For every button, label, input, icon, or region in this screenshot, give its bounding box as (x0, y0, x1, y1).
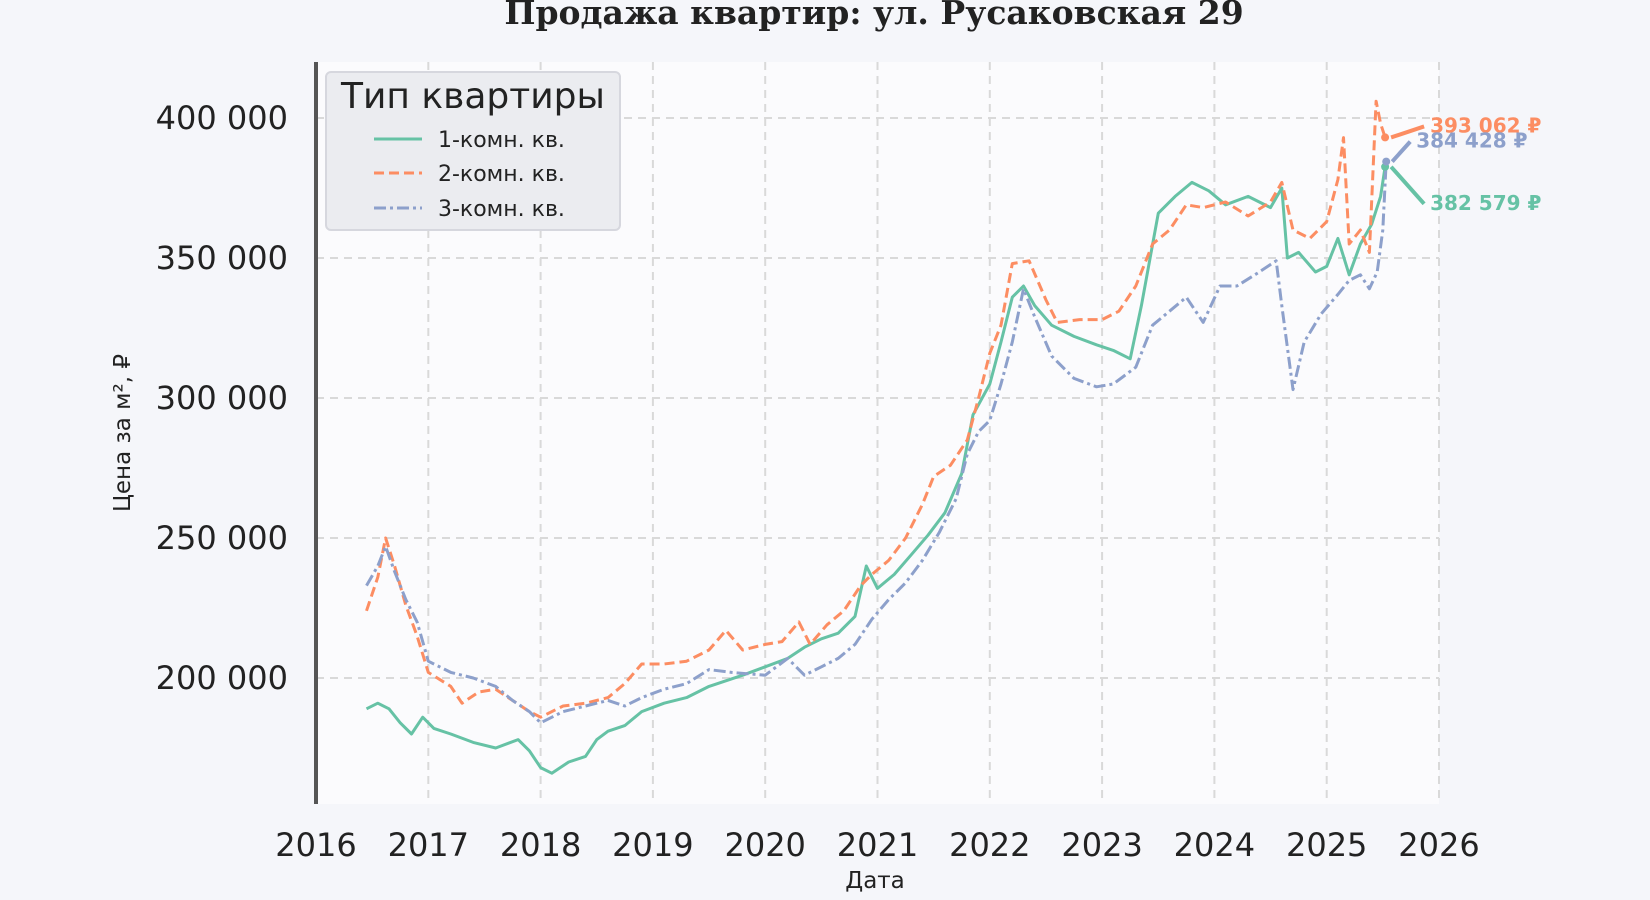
legend-item-label: 2-комн. кв. (438, 162, 565, 187)
ticks: 2016 2017 2018 2019 2020 2021 2022 2023 2024 2025… (156, 99, 1480, 864)
legend: Тип квартиры 1-комн. кв. 2-комн. кв. 3-к… (325, 71, 621, 231)
x-tick-label: 2024 (1174, 826, 1255, 864)
series-group (365, 99, 1388, 775)
end-label-arrow (1390, 140, 1412, 163)
legend-frame (325, 71, 621, 231)
x-tick-label: 2023 (1061, 826, 1142, 864)
chart-title: Продажа квартир: ул. Русаковская 29 (504, 0, 1243, 32)
x-axis-label: Дата (845, 868, 905, 894)
x-tick-label: 2020 (724, 826, 805, 864)
legend-title: Тип квартиры (340, 76, 605, 117)
x-tick-label: 2019 (612, 826, 693, 864)
y-tick-label: 200 000 (156, 659, 288, 697)
end-value-label: 382 579 ₽ (1430, 191, 1541, 215)
end-label-arrow (1390, 124, 1425, 140)
end-label-arrow (1389, 165, 1426, 206)
x-tick-label: 2021 (837, 826, 918, 864)
x-tick-label: 2022 (949, 826, 1030, 864)
legend-item: 1-комн. кв. (374, 128, 565, 153)
x-tick-label: 2016 (275, 826, 356, 864)
legend-item: 3-комн. кв. (374, 197, 565, 222)
y-tick-label: 250 000 (156, 519, 288, 557)
end-point-marker (1381, 133, 1390, 142)
end-labels: 382 579 ₽ 393 062 ₽384 428 ₽ (1381, 113, 1542, 215)
y-tick-label: 400 000 (156, 99, 288, 137)
legend-item-label: 3-комн. кв. (438, 197, 565, 222)
end-value-label: 384 428 ₽ (1416, 129, 1527, 153)
y-axis-label: Цена за м², ₽ (110, 354, 136, 512)
y-tick-label: 350 000 (156, 239, 288, 277)
end-value-label: 393 062 ₽ (1430, 113, 1541, 137)
x-tick-label: 2018 (500, 826, 581, 864)
series-line (365, 166, 1387, 775)
x-tick-label: 2026 (1398, 826, 1479, 864)
legend-item-label: 1-комн. кв. (438, 128, 565, 153)
x-tick-label: 2025 (1286, 826, 1367, 864)
x-tick-label: 2017 (388, 826, 469, 864)
end-point-marker (1382, 157, 1391, 166)
y-tick-label: 300 000 (156, 379, 288, 417)
legend-item: 2-комн. кв. (374, 162, 565, 187)
series-line (365, 161, 1388, 725)
